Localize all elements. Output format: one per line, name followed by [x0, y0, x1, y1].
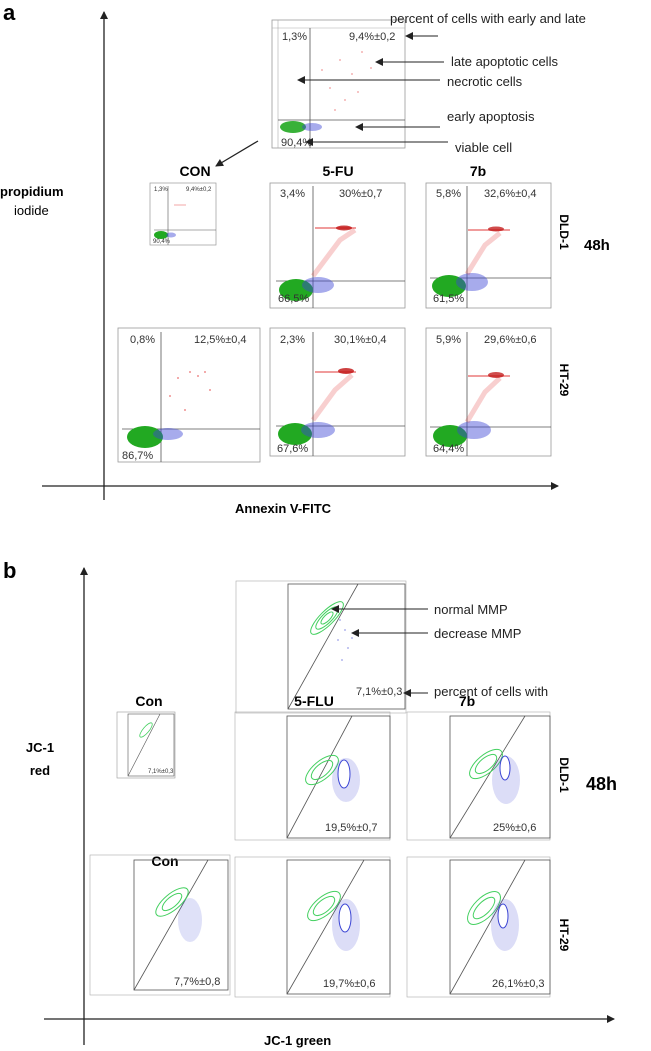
legend-a-arrow-con — [215, 140, 259, 167]
plot-b-ht29-5flu-val: 19,7%±0,6 — [323, 978, 376, 990]
panel-a-col-5fu: 5-FU — [322, 163, 353, 179]
panel-b-col-con: Con — [135, 693, 162, 709]
plot-b-dld1-7b: 25%±0,6 — [406, 711, 551, 841]
panel-b-row2-con: Con — [151, 853, 178, 869]
legend-b-note-1: normal MMP — [434, 602, 508, 617]
plot-a-ht29-7b-tl: 5,9% — [436, 334, 461, 346]
panel-b-col-5flu: 5-FLU — [294, 693, 334, 709]
legend-b-note-2: decrease MMP — [434, 626, 521, 641]
legend-a-note-1: percent of cells with early and late — [390, 11, 586, 26]
plot-a-ht29-7b: 5,9% 29,6%±0,6 64,4% — [425, 327, 552, 457]
panel-b-row-dld1: DLD-1 — [557, 757, 571, 793]
panel-a-col-7b: 7b — [470, 163, 486, 179]
plot-b-dld1-con-val: 7,1%±0,3 — [148, 769, 174, 775]
plot-a-ht29-7b-tr: 29,6%±0,6 — [484, 334, 537, 346]
panel-b-y-label-2: red — [30, 763, 50, 778]
plot-a-ht29-5fu-tr: 30,1%±0,4 — [334, 334, 387, 346]
plot-a-dld1-5fu-tl: 3,4% — [280, 188, 305, 200]
panel-b-row-ht29: HT-29 — [557, 919, 571, 952]
plot-b-ht29-7b-val: 26,1%±0,3 — [492, 978, 545, 990]
plot-a-dld1-7b: 5,8% 32,6%±0,4 61,5% — [425, 182, 552, 309]
plot-a-ht29-con-tl: 0,8% — [130, 334, 155, 346]
legend-a-note-3: necrotic cells — [447, 74, 523, 89]
plot-a-ht29-5fu-tl: 2,3% — [280, 334, 305, 346]
panel-a-col-con: CON — [179, 163, 210, 179]
panel-a-letter: a — [3, 0, 16, 25]
panel-a-y-label-1: propidium — [0, 184, 64, 199]
legend-a-note-5: viable cell — [455, 140, 512, 155]
panel-b-letter: b — [3, 558, 16, 583]
plot-a-dld1-5fu-bl: 66,5% — [278, 293, 309, 305]
plot-b-ht29-7b: 26,1%±0,3 — [406, 856, 551, 998]
panel-b-legend-plot: 7,1%±0,3 — [235, 580, 407, 714]
plot-b-ht29-con-val: 7,7%±0,8 — [174, 976, 220, 988]
legend-a-bl: 90,4% — [281, 137, 312, 149]
panel-a-row-dld1: DLD-1 — [557, 214, 571, 250]
panel-a-row-ht29: HT-29 — [557, 364, 571, 397]
legend-b-value: 7,1%±0,3 — [356, 686, 402, 698]
panel-a-y-label-2: iodide — [14, 203, 49, 218]
plot-b-dld1-7b-val: 25%±0,6 — [493, 822, 536, 834]
panel-a-x-label: Annexin V-FITC — [235, 501, 332, 516]
plot-b-dld1-5flu-val: 19,5%±0,7 — [325, 822, 378, 834]
legend-a-note-2: late apoptotic cells — [451, 54, 558, 69]
plot-a-ht29-5fu-bl: 67,6% — [277, 443, 308, 455]
plot-a-dld1-con-bl: 90,4% — [153, 239, 171, 245]
plot-a-ht29-con-bl: 86,7% — [122, 450, 153, 462]
plot-a-dld1-con-tl: 1,3% — [154, 187, 168, 193]
plot-a-dld1-7b-tl: 5,8% — [436, 188, 461, 200]
plot-a-dld1-5fu: 3,4% 30%±0,7 66,5% — [269, 182, 406, 309]
plot-a-dld1-7b-bl: 61,5% — [433, 293, 464, 305]
panel-b-col-7b: 7b — [459, 693, 475, 709]
panel-b-x-label: JC-1 green — [264, 1033, 331, 1048]
plot-b-ht29-5flu: 19,7%±0,6 — [234, 856, 391, 998]
plot-a-dld1-con-tr: 9,4%±0,2 — [186, 187, 212, 193]
legend-b-note-3: percent of cells with — [434, 684, 548, 699]
plot-a-ht29-7b-bl: 64,4% — [433, 443, 464, 455]
panel-b-y-label-1: JC-1 — [26, 740, 54, 755]
plot-a-ht29-con: 0,8% 12,5%±0,4 86,7% — [117, 327, 261, 463]
panel-a-legend-plot: 1,3% 9,4%±0,2 90,4% — [271, 19, 406, 149]
plot-b-ht29-con: 7,7%±0,8 — [89, 854, 231, 996]
legend-a-tl: 1,3% — [282, 31, 307, 43]
plot-a-dld1-7b-tr: 32,6%±0,4 — [484, 188, 537, 200]
plot-b-dld1-con: 7,1%±0,3 — [116, 711, 176, 779]
plot-b-dld1-5flu: 19,5%±0,7 — [234, 711, 391, 841]
plot-a-dld1-con: 1,3% 9,4%±0,2 90,4% — [149, 182, 217, 246]
plot-a-dld1-5fu-tr: 30%±0,7 — [339, 188, 382, 200]
legend-a-tr: 9,4%±0,2 — [349, 31, 395, 43]
plot-a-ht29-con-tr: 12,5%±0,4 — [194, 334, 247, 346]
panel-a-time: 48h — [584, 237, 610, 254]
legend-a-note-4: early apoptosis — [447, 109, 535, 124]
panel-b-time: 48h — [586, 774, 617, 794]
plot-a-ht29-5fu: 2,3% 30,1%±0,4 67,6% — [269, 327, 406, 457]
